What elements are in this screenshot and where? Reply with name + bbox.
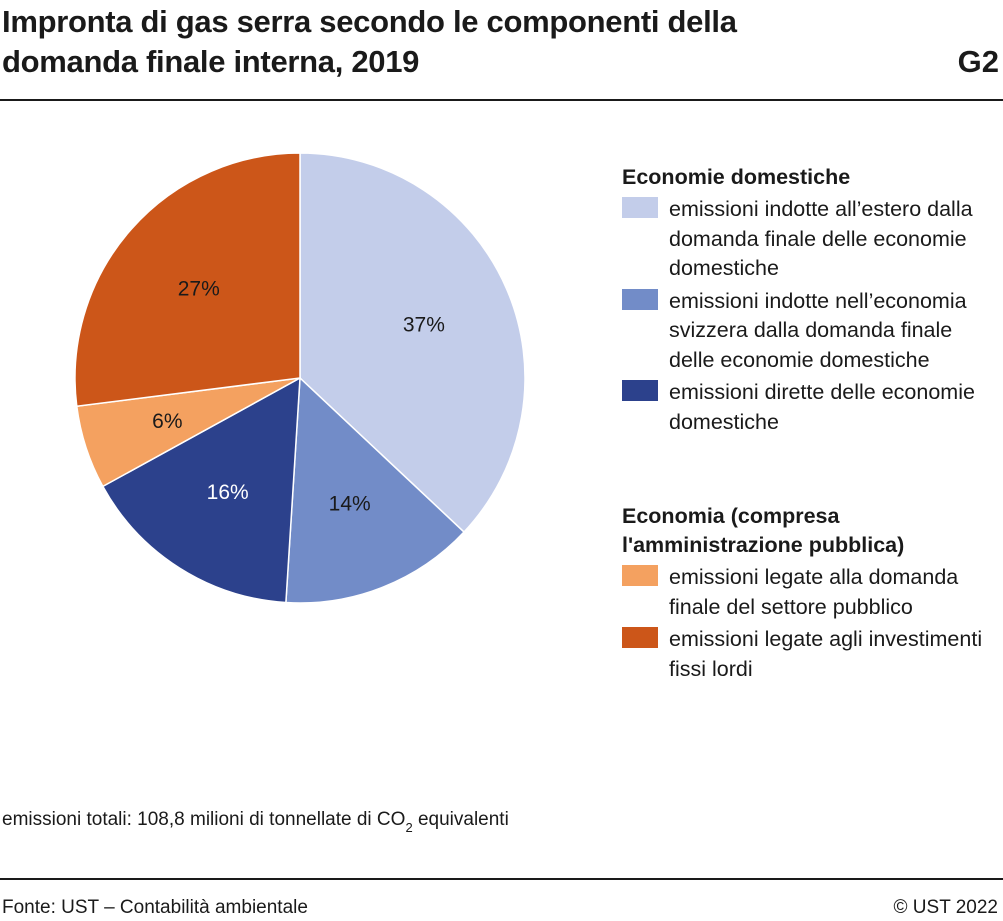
copyright: © UST 2022 bbox=[893, 897, 998, 918]
legend-group-economy: Economia (compresa l'amministrazione pub… bbox=[622, 502, 1003, 684]
bottom-divider bbox=[0, 878, 1003, 880]
legend-item-label: emissioni legate agli investimenti fissi… bbox=[669, 627, 983, 681]
legend-item: emissioni legate agli investimenti fissi… bbox=[622, 625, 1003, 684]
figure-number: G2 bbox=[957, 44, 999, 79]
legend-swatch bbox=[622, 288, 658, 310]
slice-value-label: 16% bbox=[207, 481, 249, 504]
legend-item-label: emissioni indotte nell’economia svizzera… bbox=[669, 288, 967, 372]
slice-value-label: 6% bbox=[152, 410, 182, 433]
note-text: emissioni totali: 108,8 milioni di tonne… bbox=[2, 809, 406, 830]
total-emissions-note: emissioni totali: 108,8 milioni di tonne… bbox=[2, 807, 509, 841]
legend-group-households: Economie domestiche emissioni indotte al… bbox=[622, 163, 1003, 437]
legend-swatch bbox=[622, 380, 658, 401]
legend-item-label: emissioni indotte all’estero dalla doman… bbox=[669, 197, 973, 280]
legend-item: emissioni dirette delle economie domesti… bbox=[622, 378, 1003, 437]
legend-item-label: emissioni legate alla domanda finale del… bbox=[669, 565, 959, 619]
chart-title: Impronta di gas serra secondo le compone… bbox=[2, 2, 902, 82]
top-divider bbox=[0, 99, 1003, 101]
slice-value-label: 27% bbox=[178, 278, 220, 301]
pie-slice bbox=[74, 152, 301, 408]
legend-item-label: emissioni dirette delle economie domesti… bbox=[669, 380, 975, 434]
legend-item: emissioni indotte all’estero dalla doman… bbox=[622, 195, 1003, 284]
legend-swatch bbox=[622, 197, 658, 218]
legend-item: emissioni indotte nell’economia svizzera… bbox=[622, 287, 1003, 376]
pie-slice bbox=[285, 376, 466, 604]
chart-title-line-1: Impronta di gas serra secondo le compone… bbox=[2, 4, 737, 39]
note-suffix: equivalenti bbox=[412, 809, 509, 830]
source-note: Fonte: UST – Contabilità ambientale bbox=[2, 897, 308, 918]
chart-title-line-2: domanda finale interna, 2019 bbox=[2, 44, 420, 79]
legend-swatch bbox=[622, 565, 658, 586]
legend-group-title: Economie domestiche bbox=[622, 165, 851, 189]
pie-slice bbox=[101, 376, 301, 604]
pie-chart: 37% 14% 16% 6% 27% bbox=[74, 152, 526, 604]
legend-item: emissioni legate alla domanda finale del… bbox=[622, 563, 1003, 622]
note-subscript: 2 bbox=[405, 820, 413, 835]
pie-slice bbox=[299, 152, 526, 534]
legend-group-title: Economia (compresa l'amministrazione pub… bbox=[622, 504, 905, 557]
slice-value-label: 37% bbox=[403, 313, 445, 336]
slice-value-label: 14% bbox=[329, 493, 371, 516]
legend-swatch bbox=[622, 627, 658, 648]
